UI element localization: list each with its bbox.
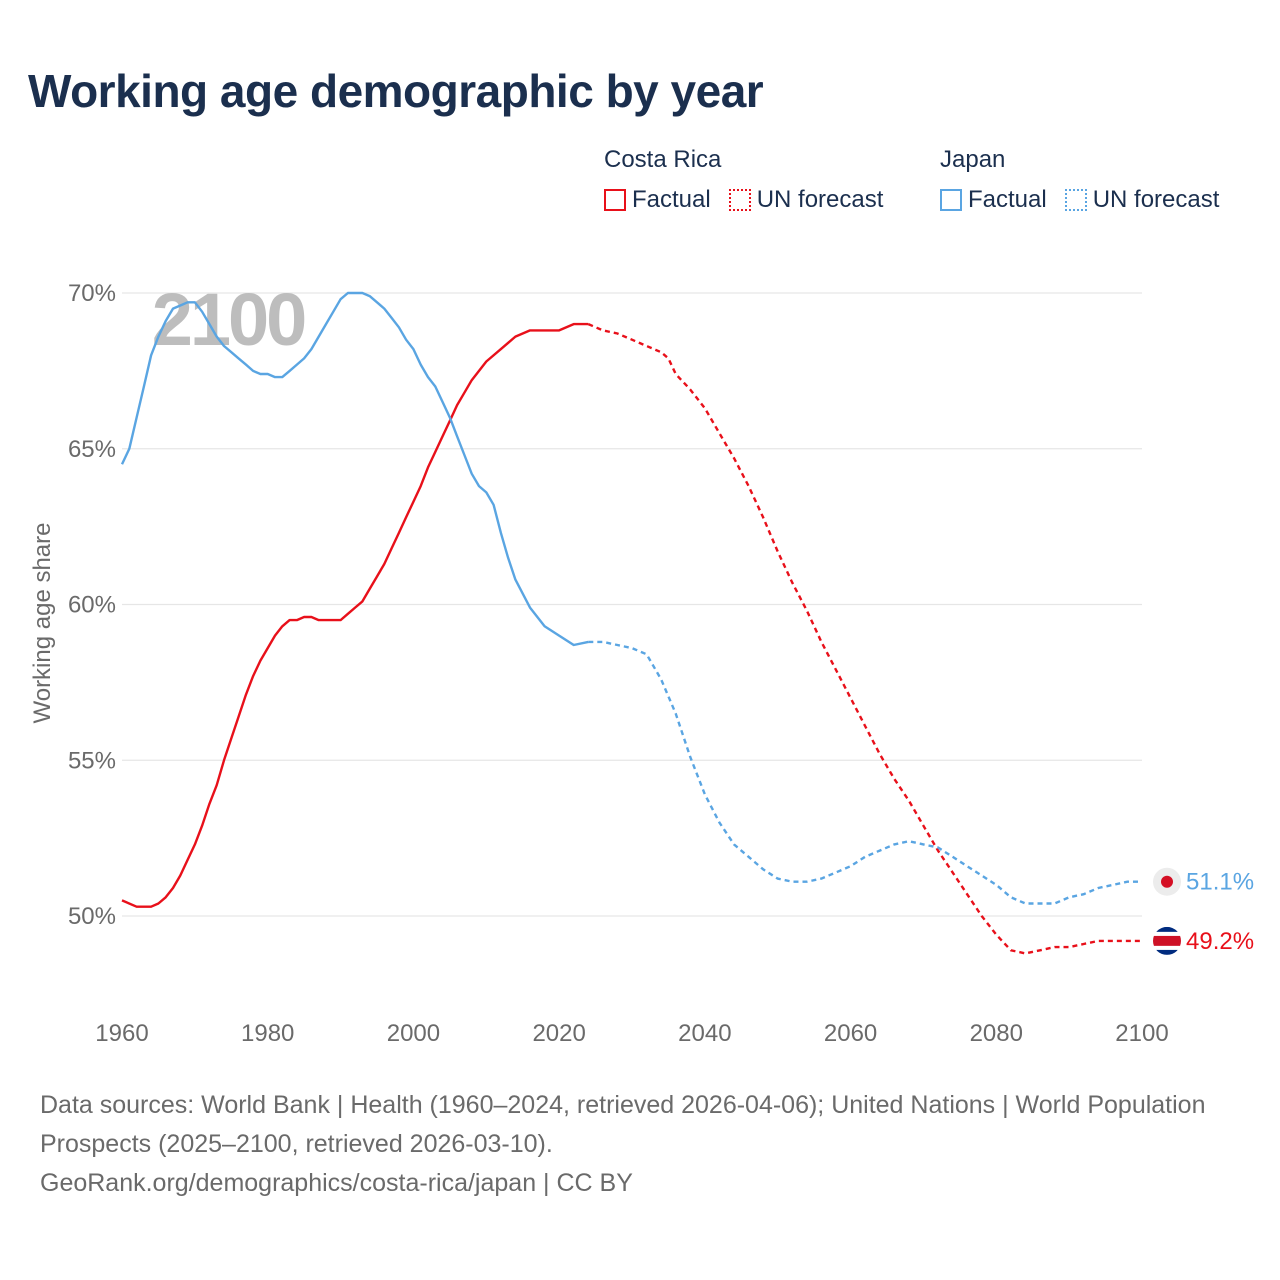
y-tick-label: 70%: [68, 280, 116, 307]
legend-swatch-dotted: [728, 189, 751, 211]
flag-stripe: [1153, 931, 1181, 936]
y-tick-label: 50%: [68, 903, 116, 930]
x-tick-label: 2020: [532, 1020, 585, 1047]
source-link[interactable]: GeoRank.org/demographics/costa-rica/japa…: [40, 1169, 633, 1197]
x-tick-label: 2040: [678, 1020, 731, 1047]
legend-item-label: UN forecast: [1092, 186, 1220, 213]
legend-item-costa-rica-factual[interactable]: Factual: [604, 186, 711, 214]
legend-item-japan-factual[interactable]: Factual: [940, 186, 1047, 214]
japan-end-value: 51.1%: [1186, 869, 1254, 896]
x-tick-label: 1980: [241, 1020, 294, 1047]
x-tick-label: 2100: [1115, 1020, 1168, 1047]
footer: Data sources: World Bank | Health (1960–…: [40, 1086, 1220, 1203]
flag-stripe: [1153, 935, 1181, 946]
end-markers: 51.1% 49.2%: [1153, 867, 1254, 955]
x-tick-label: 2060: [824, 1020, 877, 1047]
y-tick-label: 60%: [68, 592, 116, 619]
y-axis-label: Working age share: [29, 523, 56, 724]
y-axis: 50% 55% 60% 65% 70%: [68, 280, 116, 930]
data-sources: Data sources: World Bank | Health (1960–…: [40, 1091, 1206, 1158]
legend-swatch-dotted: [1064, 189, 1087, 211]
y-tick-label: 65%: [68, 436, 116, 463]
line-chart: 2100 50% 55% 60% 65% 70% 1960 1980 2000 2020 204…: [29, 278, 1254, 1047]
japan-forecast-line: [588, 640, 1142, 905]
costa-rica-flag-icon: [1153, 926, 1181, 955]
legend-item-japan-forecast[interactable]: UN forecast: [1064, 186, 1220, 214]
flag-stripe: [1153, 949, 1181, 955]
x-tick-label: 1960: [95, 1020, 148, 1047]
flag-stripe: [1153, 945, 1181, 950]
legend-group-name: Japan: [940, 146, 1006, 173]
legend-group-costa-rica: Costa Rica Factual UN forecast: [604, 146, 883, 214]
legend-item-label: Factual: [968, 186, 1047, 213]
legend-group-japan: Japan Factual UN forecast: [940, 146, 1219, 214]
legend-swatch-solid: [940, 189, 962, 211]
y-tick-label: 55%: [68, 747, 116, 774]
japan-flag-sun: [1161, 875, 1173, 888]
japan-factual-line: [120, 291, 589, 647]
legend-swatch-solid: [604, 189, 626, 211]
legend-item-label: UN forecast: [756, 186, 884, 213]
legend-group-name: Costa Rica: [604, 146, 722, 173]
x-tick-label: 2080: [970, 1020, 1023, 1047]
costa-rica-forecast-line: [587, 322, 1142, 955]
x-axis: 1960 1980 2000 2020 2040 2060 2080 2100: [95, 1020, 1168, 1047]
chart-title: Working age demographic by year: [28, 65, 764, 117]
flag-stripe: [1153, 926, 1181, 932]
legend-item-label: Factual: [632, 186, 711, 213]
series-layer: [120, 291, 1142, 955]
legend-item-costa-rica-forecast[interactable]: UN forecast: [728, 186, 884, 214]
grid: [122, 292, 1142, 917]
x-tick-label: 2000: [387, 1020, 440, 1047]
costa-rica-end-value: 49.2%: [1186, 928, 1254, 955]
costa-rica-factual-line: [121, 322, 589, 908]
year-watermark: 2100: [152, 278, 305, 361]
